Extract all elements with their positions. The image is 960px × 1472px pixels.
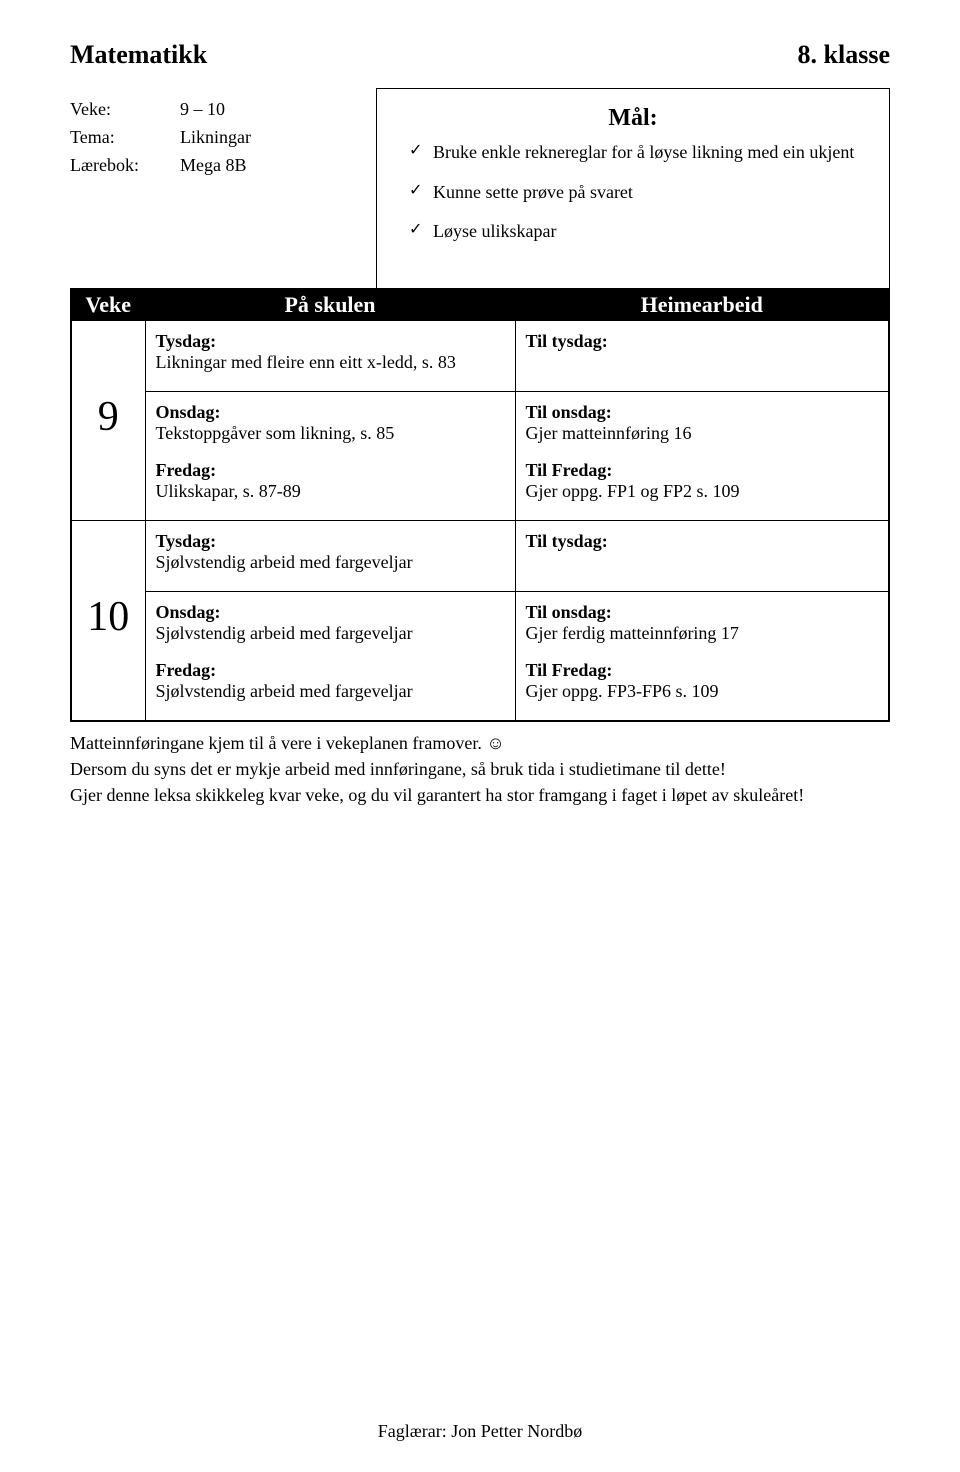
cell-school-rest: Onsdag: Tekstoppgåver som likning, s. 85…: [145, 392, 515, 521]
onsdag-text: Sjølvstendig arbeid med fargeveljar: [156, 623, 505, 644]
til-fredag-title: Til Fredag:: [526, 660, 879, 681]
til-tysdag-title: Til tysdag:: [526, 331, 879, 352]
cell-school-tysdag: Tysdag: Sjølvstendig arbeid med fargevel…: [145, 521, 515, 592]
onsdag-text: Tekstoppgåver som likning, s. 85: [156, 423, 505, 444]
meta-veke-label: Veke:: [70, 96, 180, 124]
tysdag-text: Sjølvstendig arbeid med fargeveljar: [156, 552, 505, 573]
tysdag-title: Tysdag:: [156, 331, 505, 352]
goal-item: Bruke enkle reknereglar for å løyse likn…: [405, 138, 861, 168]
cell-home-tysdag: Til tysdag:: [515, 521, 889, 592]
th-home: Heimearbeid: [515, 289, 889, 321]
goals-list: Bruke enkle reknereglar for å løyse likn…: [405, 138, 861, 247]
meta-laerebok-value: Mega 8B: [180, 152, 247, 180]
grade-title: 8. klasse: [798, 40, 890, 70]
goal-item: Kunne sette prøve på svaret: [405, 178, 861, 208]
meta-veke-value: 9 – 10: [180, 96, 225, 124]
notes-line2: Dersom du syns det er mykje arbeid med i…: [70, 759, 726, 779]
onsdag-title: Onsdag:: [156, 402, 505, 423]
tysdag-text: Likningar med fleire enn eitt x-ledd, s.…: [156, 352, 505, 373]
meta-laerebok-label: Lærebok:: [70, 152, 180, 180]
til-fredag-text: Gjer oppg. FP1 og FP2 s. 109: [526, 481, 879, 502]
cell-school-rest: Onsdag: Sjølvstendig arbeid med fargevel…: [145, 592, 515, 722]
til-tysdag-title: Til tysdag:: [526, 531, 879, 552]
cell-home-rest: Til onsdag: Gjer ferdig matteinnføring 1…: [515, 592, 889, 722]
meta-tema-label: Tema:: [70, 124, 180, 152]
til-fredag-text: Gjer oppg. FP3-FP6 s. 109: [526, 681, 879, 702]
til-onsdag-title: Til onsdag:: [526, 402, 879, 423]
table-row: Onsdag: Tekstoppgåver som likning, s. 85…: [71, 392, 889, 521]
cell-home-tysdag: Til tysdag:: [515, 321, 889, 392]
fredag-text: Sjølvstendig arbeid med fargeveljar: [156, 681, 505, 702]
week-number: 10: [71, 521, 145, 722]
notes-line1: Matteinnføringane kjem til å vere i veke…: [70, 733, 486, 753]
week-number: 9: [71, 321, 145, 521]
page-footer: Faglærar: Jon Petter Nordbø: [0, 1421, 960, 1442]
cell-school-tysdag: Tysdag: Likningar med fleire enn eitt x-…: [145, 321, 515, 392]
tysdag-title: Tysdag:: [156, 531, 505, 552]
notes-line3: Gjer denne leksa skikkeleg kvar veke, og…: [70, 785, 804, 805]
table-row: Onsdag: Sjølvstendig arbeid med fargevel…: [71, 592, 889, 722]
fredag-title: Fredag:: [156, 460, 505, 481]
plan-table: Veke På skulen Heimearbeid 9 Tysdag: Lik…: [70, 288, 890, 722]
meta-block: Veke: 9 – 10 Tema: Likningar Lærebok: Me…: [70, 88, 380, 180]
goal-item: Løyse ulikskapar: [405, 217, 861, 247]
th-veke: Veke: [71, 289, 145, 321]
smiley-icon: ☺: [486, 733, 504, 753]
notes-block: Matteinnføringane kjem til å vere i veke…: [70, 730, 890, 808]
table-header-row: Veke På skulen Heimearbeid: [71, 289, 889, 321]
goals-box: Mål: Bruke enkle reknereglar for å løyse…: [376, 88, 890, 294]
til-fredag-title: Til Fredag:: [526, 460, 879, 481]
til-onsdag-text: Gjer matteinnføring 16: [526, 423, 879, 444]
goals-title: Mål:: [405, 105, 861, 132]
onsdag-title: Onsdag:: [156, 602, 505, 623]
til-onsdag-title: Til onsdag:: [526, 602, 879, 623]
th-school: På skulen: [145, 289, 515, 321]
meta-goals-row: Veke: 9 – 10 Tema: Likningar Lærebok: Me…: [70, 88, 890, 294]
cell-home-rest: Til onsdag: Gjer matteinnføring 16 Til F…: [515, 392, 889, 521]
table-row: 9 Tysdag: Likningar med fleire enn eitt …: [71, 321, 889, 392]
subject-title: Matematikk: [70, 40, 207, 70]
page-header: Matematikk 8. klasse: [70, 40, 890, 70]
fredag-title: Fredag:: [156, 660, 505, 681]
fredag-text: Ulikskapar, s. 87-89: [156, 481, 505, 502]
meta-tema-value: Likningar: [180, 124, 251, 152]
table-row: 10 Tysdag: Sjølvstendig arbeid med farge…: [71, 521, 889, 592]
til-onsdag-text: Gjer ferdig matteinnføring 17: [526, 623, 879, 644]
